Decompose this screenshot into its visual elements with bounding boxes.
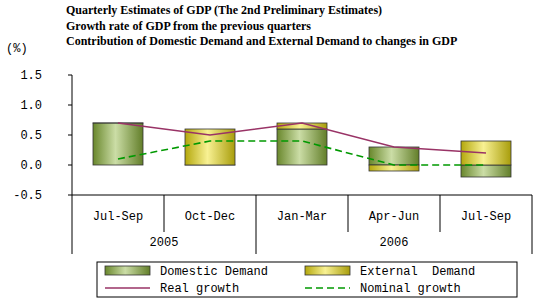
axis-label: (%) (6, 42, 28, 56)
line (118, 141, 486, 165)
title: Quarterly Estimates of GDP (The 2nd Prel… (66, 3, 382, 17)
group-separator (256, 232, 257, 254)
y-tick-label: 0.5 (20, 129, 42, 143)
legend-swatch (305, 266, 350, 275)
x-tick-label: Jul-Sep (93, 210, 143, 224)
y-tick-label: 1.0 (20, 99, 42, 113)
category-separator (348, 195, 349, 232)
y-tick-label: 0.0 (20, 159, 42, 173)
x-tick-label: Jan-Mar (277, 210, 327, 224)
x-tick-label: Oct-Dec (185, 210, 235, 224)
group-separator (532, 232, 533, 254)
bar (277, 129, 327, 165)
bar (369, 165, 419, 171)
group-label: 2005 (150, 236, 179, 250)
legend-swatch (305, 287, 350, 289)
y-tick (68, 165, 72, 166)
legend-swatch (105, 287, 150, 289)
y-tick-label: 1.5 (20, 69, 42, 83)
category-separator (256, 195, 257, 232)
bar (369, 147, 419, 165)
legend-label: External Demand (360, 265, 475, 279)
bar (461, 165, 511, 177)
group-separator (72, 232, 73, 254)
x-axis (72, 195, 532, 196)
legend-label: Domestic Demand (160, 265, 268, 279)
category-separator (164, 195, 165, 232)
category-separator (72, 195, 73, 232)
plot-area (93, 123, 511, 177)
chart: Quarterly Estimates of GDP (The 2nd Prel… (0, 0, 537, 301)
y-tick (68, 75, 72, 76)
category-separator (532, 195, 533, 232)
y-tick-label: -0.5 (13, 189, 42, 203)
x-tick-label: Apr-Jun (369, 210, 419, 224)
subtitle: Contribution of Domestic Demand and Exte… (66, 34, 457, 48)
x-tick-label: Jul-Sep (461, 210, 511, 224)
legend-label: Real growth (160, 282, 239, 296)
subtitle: Growth rate of GDP from the previous qua… (66, 19, 311, 33)
legend (97, 262, 517, 297)
legend-label: Nominal growth (360, 282, 461, 296)
y-tick (68, 135, 72, 136)
legend-swatch (105, 266, 150, 275)
group-label: 2006 (380, 236, 409, 250)
category-separator (440, 195, 441, 232)
y-tick (68, 105, 72, 106)
y-tick (68, 195, 72, 196)
